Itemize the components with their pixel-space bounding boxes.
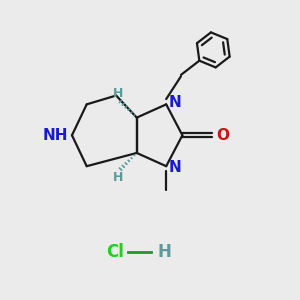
Text: N: N	[169, 160, 181, 175]
Text: O: O	[216, 128, 229, 143]
Text: NH: NH	[43, 128, 68, 143]
Text: H: H	[112, 171, 123, 184]
Text: H: H	[158, 243, 172, 261]
Text: N: N	[169, 95, 181, 110]
Text: Cl: Cl	[106, 243, 124, 261]
Text: H: H	[112, 87, 123, 100]
